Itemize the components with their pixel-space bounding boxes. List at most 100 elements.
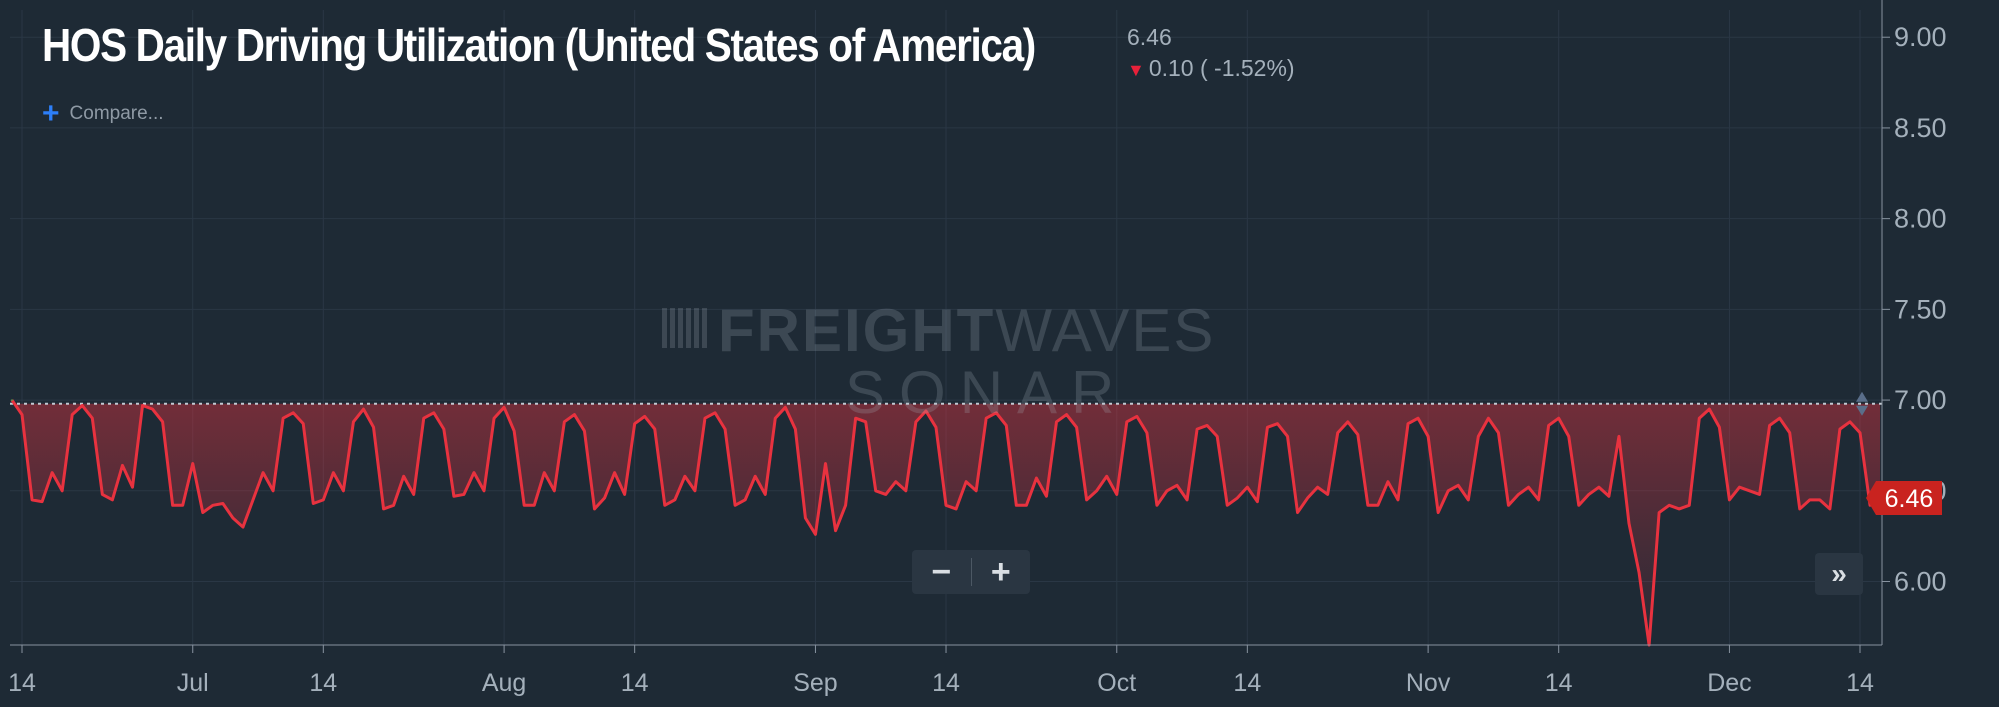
data-point [1246, 486, 1249, 488]
data-point [1085, 499, 1088, 501]
data-point [1768, 424, 1771, 427]
data-point [41, 500, 43, 503]
data-point [955, 508, 957, 510]
data-point [1567, 435, 1570, 438]
data-point [1095, 489, 1098, 492]
data-point [171, 504, 174, 507]
data-point [744, 499, 746, 501]
data-point [1055, 421, 1058, 423]
data-point [362, 408, 365, 410]
last-value: 6.46 [1127, 24, 1172, 50]
data-point [463, 493, 465, 496]
area-layer [11, 400, 1881, 645]
data-point [1608, 495, 1610, 498]
data-point [1557, 417, 1560, 420]
data-point [1537, 499, 1540, 501]
grid [10, 10, 1882, 645]
data-point [332, 471, 335, 474]
data-point [1296, 511, 1299, 514]
y-tick-label: 6.00 [1894, 567, 1947, 597]
data-point [402, 475, 405, 478]
data-point [824, 462, 827, 465]
data-point [1638, 571, 1640, 574]
zoom-in-button[interactable]: + [990, 553, 1011, 591]
data-point [1025, 504, 1028, 507]
data-point [493, 417, 495, 420]
data-point [1798, 508, 1801, 510]
watermark-freightwaves: FREIGHTWAVES [660, 296, 1215, 365]
data-point [1497, 431, 1500, 434]
data-point [21, 413, 23, 416]
data-point [854, 417, 857, 420]
data-point [1618, 435, 1620, 438]
zoom-controls: − + [912, 550, 1030, 594]
data-point [1136, 415, 1138, 418]
data-point [704, 417, 706, 420]
x-tick-label: Sep [793, 669, 837, 697]
data-point [302, 422, 305, 425]
data-point [553, 489, 556, 492]
data-point [844, 504, 847, 507]
x-tick-label: 14 [8, 669, 36, 697]
data-point [804, 517, 807, 519]
data-point [714, 411, 716, 414]
data-point [1276, 422, 1279, 425]
data-point [1156, 504, 1158, 507]
data-point [864, 421, 867, 423]
y-tick-label: 7.00 [1894, 385, 1947, 415]
scroll-forward-button[interactable]: » [1815, 553, 1863, 595]
data-point [1477, 435, 1480, 438]
data-point [1688, 504, 1691, 507]
data-point [1115, 493, 1118, 496]
zoom-out-button[interactable]: − [931, 553, 952, 591]
data-point [201, 511, 204, 514]
data-point [31, 499, 33, 501]
change-indicator: ▼ 0.10 ( -1.52%) [1127, 55, 1295, 82]
data-point [1758, 493, 1761, 496]
watermark-bold: FREIGHT [718, 297, 996, 364]
data-point [895, 480, 897, 483]
data-point [915, 421, 917, 423]
data-point [322, 499, 325, 501]
data-point [1126, 421, 1128, 423]
data-point [1236, 497, 1239, 499]
data-point [1748, 489, 1751, 492]
line-layer [10, 399, 1881, 647]
data-point [794, 428, 797, 430]
data-point [1316, 486, 1319, 488]
data-point [573, 413, 576, 416]
data-point [342, 489, 345, 492]
data-point [663, 504, 666, 507]
data-point [1226, 504, 1229, 507]
data-point [1346, 421, 1349, 423]
watermark-thin: WAVES [995, 297, 1216, 364]
data-point [633, 422, 636, 425]
compare-button[interactable]: + Compare... [42, 99, 164, 129]
data-point [653, 428, 656, 430]
data-point [392, 504, 395, 507]
data-point [1668, 504, 1670, 507]
data-point [1829, 508, 1831, 510]
data-point [131, 486, 134, 488]
data-point [1598, 486, 1600, 488]
data-point [71, 413, 74, 416]
data-point [191, 462, 194, 465]
data-point [1407, 422, 1409, 425]
chart-title: HOS Daily Driving Utilization (United St… [42, 19, 1036, 71]
x-tick-label: Jul [177, 669, 209, 697]
x-tick-label: 14 [309, 669, 337, 697]
data-point [603, 497, 606, 499]
data-point [232, 517, 234, 519]
data-point [11, 399, 13, 401]
data-point [674, 499, 676, 501]
data-point [1698, 417, 1701, 420]
data-point [1357, 433, 1359, 436]
data-point [1678, 508, 1681, 510]
data-point [101, 493, 104, 496]
data-point [503, 406, 505, 409]
x-tick-label: Dec [1707, 669, 1751, 697]
data-point [965, 480, 967, 483]
data-point [724, 428, 726, 430]
